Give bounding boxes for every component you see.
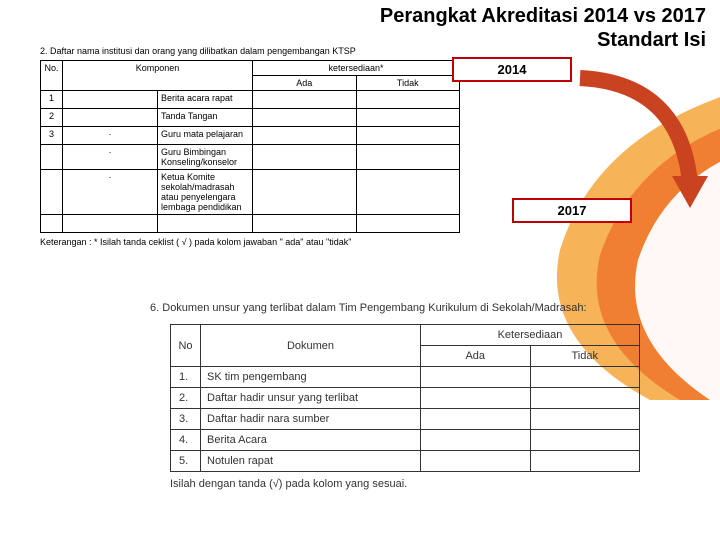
th-no: No <box>171 325 201 367</box>
cell-no: 4. <box>171 430 201 451</box>
label-2014: 2014 <box>452 57 572 82</box>
cell-tidak <box>530 430 640 451</box>
table-row: 5.Notulen rapat <box>171 451 640 472</box>
label-2017: 2017 <box>512 198 632 223</box>
cell-ada <box>421 451 531 472</box>
table-row <box>41 215 460 233</box>
th-ada: Ada <box>421 346 531 367</box>
cell-ada <box>421 430 531 451</box>
cell-bullet <box>63 109 158 127</box>
cell-no: 1 <box>41 91 63 109</box>
caption-text: Dokumen unsur yang terlibat dalam Tim Pe… <box>162 302 586 314</box>
cell-tidak <box>356 215 460 233</box>
cell-no: 2. <box>171 388 201 409</box>
cell-tidak <box>356 109 460 127</box>
cell-komponen: Tanda Tangan <box>158 109 253 127</box>
table-row: ·Guru Bimbingan Konseling/konselor <box>41 145 460 170</box>
title-line-2: Standart Isi <box>597 29 706 51</box>
cell-bullet: · <box>63 170 158 215</box>
th-ketersediaan: ketersediaan* <box>253 61 460 76</box>
th-ketersediaan: Ketersediaan <box>421 325 640 346</box>
cell-komponen <box>158 215 253 233</box>
th-tidak: Tidak <box>356 76 460 91</box>
cell-tidak <box>356 145 460 170</box>
th-ada: Ada <box>253 76 357 91</box>
cell-tidak <box>356 91 460 109</box>
cell-bullet: · <box>63 145 158 170</box>
cell-no: 3 <box>41 127 63 145</box>
cell-bullet <box>63 215 158 233</box>
table-row: 1 Berita acara rapat <box>41 91 460 109</box>
th-dokumen: Dokumen <box>201 325 421 367</box>
th-tidak: Tidak <box>530 346 640 367</box>
title-line-1: Perangkat Akreditasi 2014 vs 2017 <box>380 5 706 27</box>
cell-ada <box>253 145 357 170</box>
cell-no <box>41 170 63 215</box>
table-row: ·Ketua Komite sekolah/madrasah atau peny… <box>41 170 460 215</box>
cell-dokumen: SK tim pengembang <box>201 367 421 388</box>
cell-komponen: Ketua Komite sekolah/madrasah atau penye… <box>158 170 253 215</box>
table-2014: 2. Daftar nama institusi dan orang yang … <box>40 46 460 247</box>
cell-dokumen: Berita Acara <box>201 430 421 451</box>
cell-komponen: Guru mata pelajaran <box>158 127 253 145</box>
caption-text: Daftar nama institusi dan orang yang dil… <box>50 46 356 56</box>
cell-tidak <box>530 409 640 430</box>
table-row: 3.Daftar hadir nara sumber <box>171 409 640 430</box>
cell-komponen: Guru Bimbingan Konseling/konselor <box>158 145 253 170</box>
caption-num: 6. <box>150 302 159 314</box>
table-2017-note: Isilah dengan tanda (√) pada kolom yang … <box>170 478 670 490</box>
cell-tidak <box>356 127 460 145</box>
cell-ada <box>421 367 531 388</box>
table-row: 2 Tanda Tangan <box>41 109 460 127</box>
cell-no: 2 <box>41 109 63 127</box>
table-2017-body: 1.SK tim pengembang2.Daftar hadir unsur … <box>171 367 640 472</box>
cell-ada <box>253 91 357 109</box>
table-2017-caption: 6. Dokumen unsur yang terlibat dalam Tim… <box>150 302 670 314</box>
cell-ada <box>421 388 531 409</box>
table-2017-grid: No Dokumen Ketersediaan Ada Tidak 1.SK t… <box>170 324 640 472</box>
cell-ada <box>421 409 531 430</box>
cell-dokumen: Daftar hadir unsur yang terlibat <box>201 388 421 409</box>
cell-no: 5. <box>171 451 201 472</box>
cell-no: 1. <box>171 367 201 388</box>
th-komponen: Komponen <box>63 61 253 91</box>
th-no: No. <box>41 61 63 91</box>
cell-dokumen: Daftar hadir nara sumber <box>201 409 421 430</box>
cell-ada <box>253 127 357 145</box>
cell-no <box>41 145 63 170</box>
cell-tidak <box>530 388 640 409</box>
table-row: 1.SK tim pengembang <box>171 367 640 388</box>
cell-no <box>41 215 63 233</box>
caption-num: 2. <box>40 46 48 56</box>
cell-bullet <box>63 91 158 109</box>
table-row: 2.Daftar hadir unsur yang terlibat <box>171 388 640 409</box>
table-2014-note: Keterangan : * Isilah tanda ceklist ( √ … <box>40 237 460 247</box>
cell-ada <box>253 215 357 233</box>
page-title: Perangkat Akreditasi 2014 vs 2017 Standa… <box>380 4 706 52</box>
cell-tidak <box>356 170 460 215</box>
cell-tidak <box>530 451 640 472</box>
cell-no: 3. <box>171 409 201 430</box>
cell-ada <box>253 109 357 127</box>
table-row: 4.Berita Acara <box>171 430 640 451</box>
cell-tidak <box>530 367 640 388</box>
table-2014-grid: No. Komponen ketersediaan* Ada Tidak 1 Be… <box>40 60 460 233</box>
cell-dokumen: Notulen rapat <box>201 451 421 472</box>
cell-komponen: Berita acara rapat <box>158 91 253 109</box>
table-row: 3·Guru mata pelajaran <box>41 127 460 145</box>
table-2014-body: 1Berita acara rapat2Tanda Tangan3·Guru m… <box>41 91 460 233</box>
cell-bullet: · <box>63 127 158 145</box>
cell-ada <box>253 170 357 215</box>
table-2017: 6. Dokumen unsur yang terlibat dalam Tim… <box>150 302 670 490</box>
